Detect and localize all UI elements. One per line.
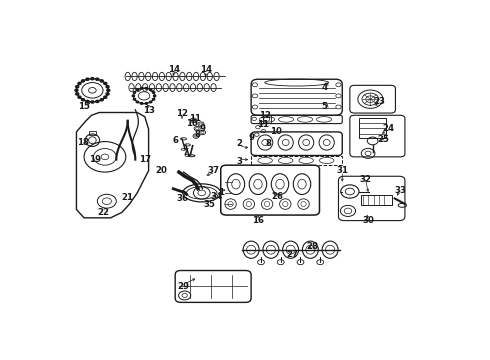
Bar xyxy=(89,131,96,135)
Text: 30: 30 xyxy=(362,216,374,225)
Circle shape xyxy=(78,96,81,98)
Text: 20: 20 xyxy=(155,166,168,175)
Text: 9: 9 xyxy=(249,133,255,142)
Text: 12: 12 xyxy=(259,111,271,120)
Text: 11: 11 xyxy=(257,121,270,130)
Text: 13: 13 xyxy=(143,106,154,115)
Text: 11: 11 xyxy=(189,113,201,122)
Text: 3: 3 xyxy=(236,157,242,166)
Circle shape xyxy=(106,86,109,88)
Text: 33: 33 xyxy=(394,186,406,195)
Text: 8: 8 xyxy=(265,139,271,148)
Circle shape xyxy=(145,103,147,104)
Bar xyxy=(251,156,342,165)
Text: 6: 6 xyxy=(172,136,178,145)
Text: 22: 22 xyxy=(97,208,109,217)
Circle shape xyxy=(149,89,152,91)
Text: 14: 14 xyxy=(200,65,212,74)
Circle shape xyxy=(106,93,109,95)
Circle shape xyxy=(81,99,85,101)
Text: 34: 34 xyxy=(211,192,223,201)
Text: 1: 1 xyxy=(219,188,224,197)
Circle shape xyxy=(104,82,107,85)
Circle shape xyxy=(149,101,152,103)
Circle shape xyxy=(141,87,143,89)
Circle shape xyxy=(145,87,147,89)
Text: 35: 35 xyxy=(203,200,215,209)
Circle shape xyxy=(141,103,143,104)
Text: 4: 4 xyxy=(322,83,328,92)
Text: 12: 12 xyxy=(176,109,188,118)
Circle shape xyxy=(133,92,136,93)
Circle shape xyxy=(104,96,107,98)
Circle shape xyxy=(75,93,79,95)
Text: 36: 36 xyxy=(177,194,189,203)
Circle shape xyxy=(100,99,103,101)
Circle shape xyxy=(107,89,110,91)
Text: 18: 18 xyxy=(77,138,89,147)
Text: 5: 5 xyxy=(322,102,328,111)
Circle shape xyxy=(96,100,99,103)
Text: 23: 23 xyxy=(373,97,386,106)
Text: 2: 2 xyxy=(236,139,242,148)
Text: 31: 31 xyxy=(336,166,348,175)
Text: 21: 21 xyxy=(122,193,134,202)
Circle shape xyxy=(91,101,94,103)
Text: 26: 26 xyxy=(272,192,284,201)
Text: 10: 10 xyxy=(270,127,282,136)
Text: 29: 29 xyxy=(177,282,190,291)
Circle shape xyxy=(133,98,136,100)
Text: 16: 16 xyxy=(252,216,264,225)
Text: 27: 27 xyxy=(286,250,298,259)
Circle shape xyxy=(86,78,89,80)
Circle shape xyxy=(136,89,139,91)
Circle shape xyxy=(75,86,79,88)
Text: 15: 15 xyxy=(78,103,90,112)
Text: 8: 8 xyxy=(195,130,201,139)
Text: 10: 10 xyxy=(186,119,198,128)
Circle shape xyxy=(75,89,78,91)
Bar xyxy=(263,115,271,123)
Circle shape xyxy=(152,98,155,100)
Circle shape xyxy=(81,80,85,82)
Circle shape xyxy=(132,95,135,97)
Text: 7: 7 xyxy=(183,148,189,157)
Text: 28: 28 xyxy=(306,242,318,251)
Text: 32: 32 xyxy=(359,175,371,184)
Circle shape xyxy=(96,78,99,80)
Circle shape xyxy=(100,80,103,82)
Bar xyxy=(361,195,392,205)
Circle shape xyxy=(86,100,89,103)
Bar xyxy=(359,118,386,138)
Circle shape xyxy=(153,95,156,97)
Circle shape xyxy=(78,82,81,85)
Circle shape xyxy=(152,92,155,93)
Text: 17: 17 xyxy=(140,154,151,163)
Text: 19: 19 xyxy=(89,154,100,163)
Text: 9: 9 xyxy=(199,124,205,133)
Circle shape xyxy=(91,77,94,80)
Text: 37: 37 xyxy=(208,166,220,175)
Text: 25: 25 xyxy=(377,135,389,144)
Circle shape xyxy=(136,101,139,103)
Text: 14: 14 xyxy=(169,65,180,74)
Text: 24: 24 xyxy=(383,124,394,133)
